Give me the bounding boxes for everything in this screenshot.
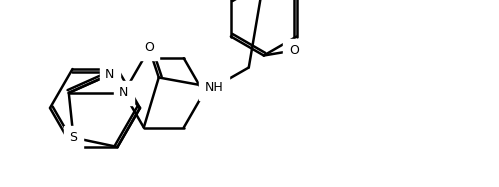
Text: N: N	[105, 68, 115, 81]
Text: O: O	[289, 44, 299, 57]
Text: O: O	[144, 41, 154, 54]
Text: NH: NH	[205, 81, 223, 94]
Text: S: S	[69, 131, 77, 144]
Text: N: N	[119, 86, 128, 99]
